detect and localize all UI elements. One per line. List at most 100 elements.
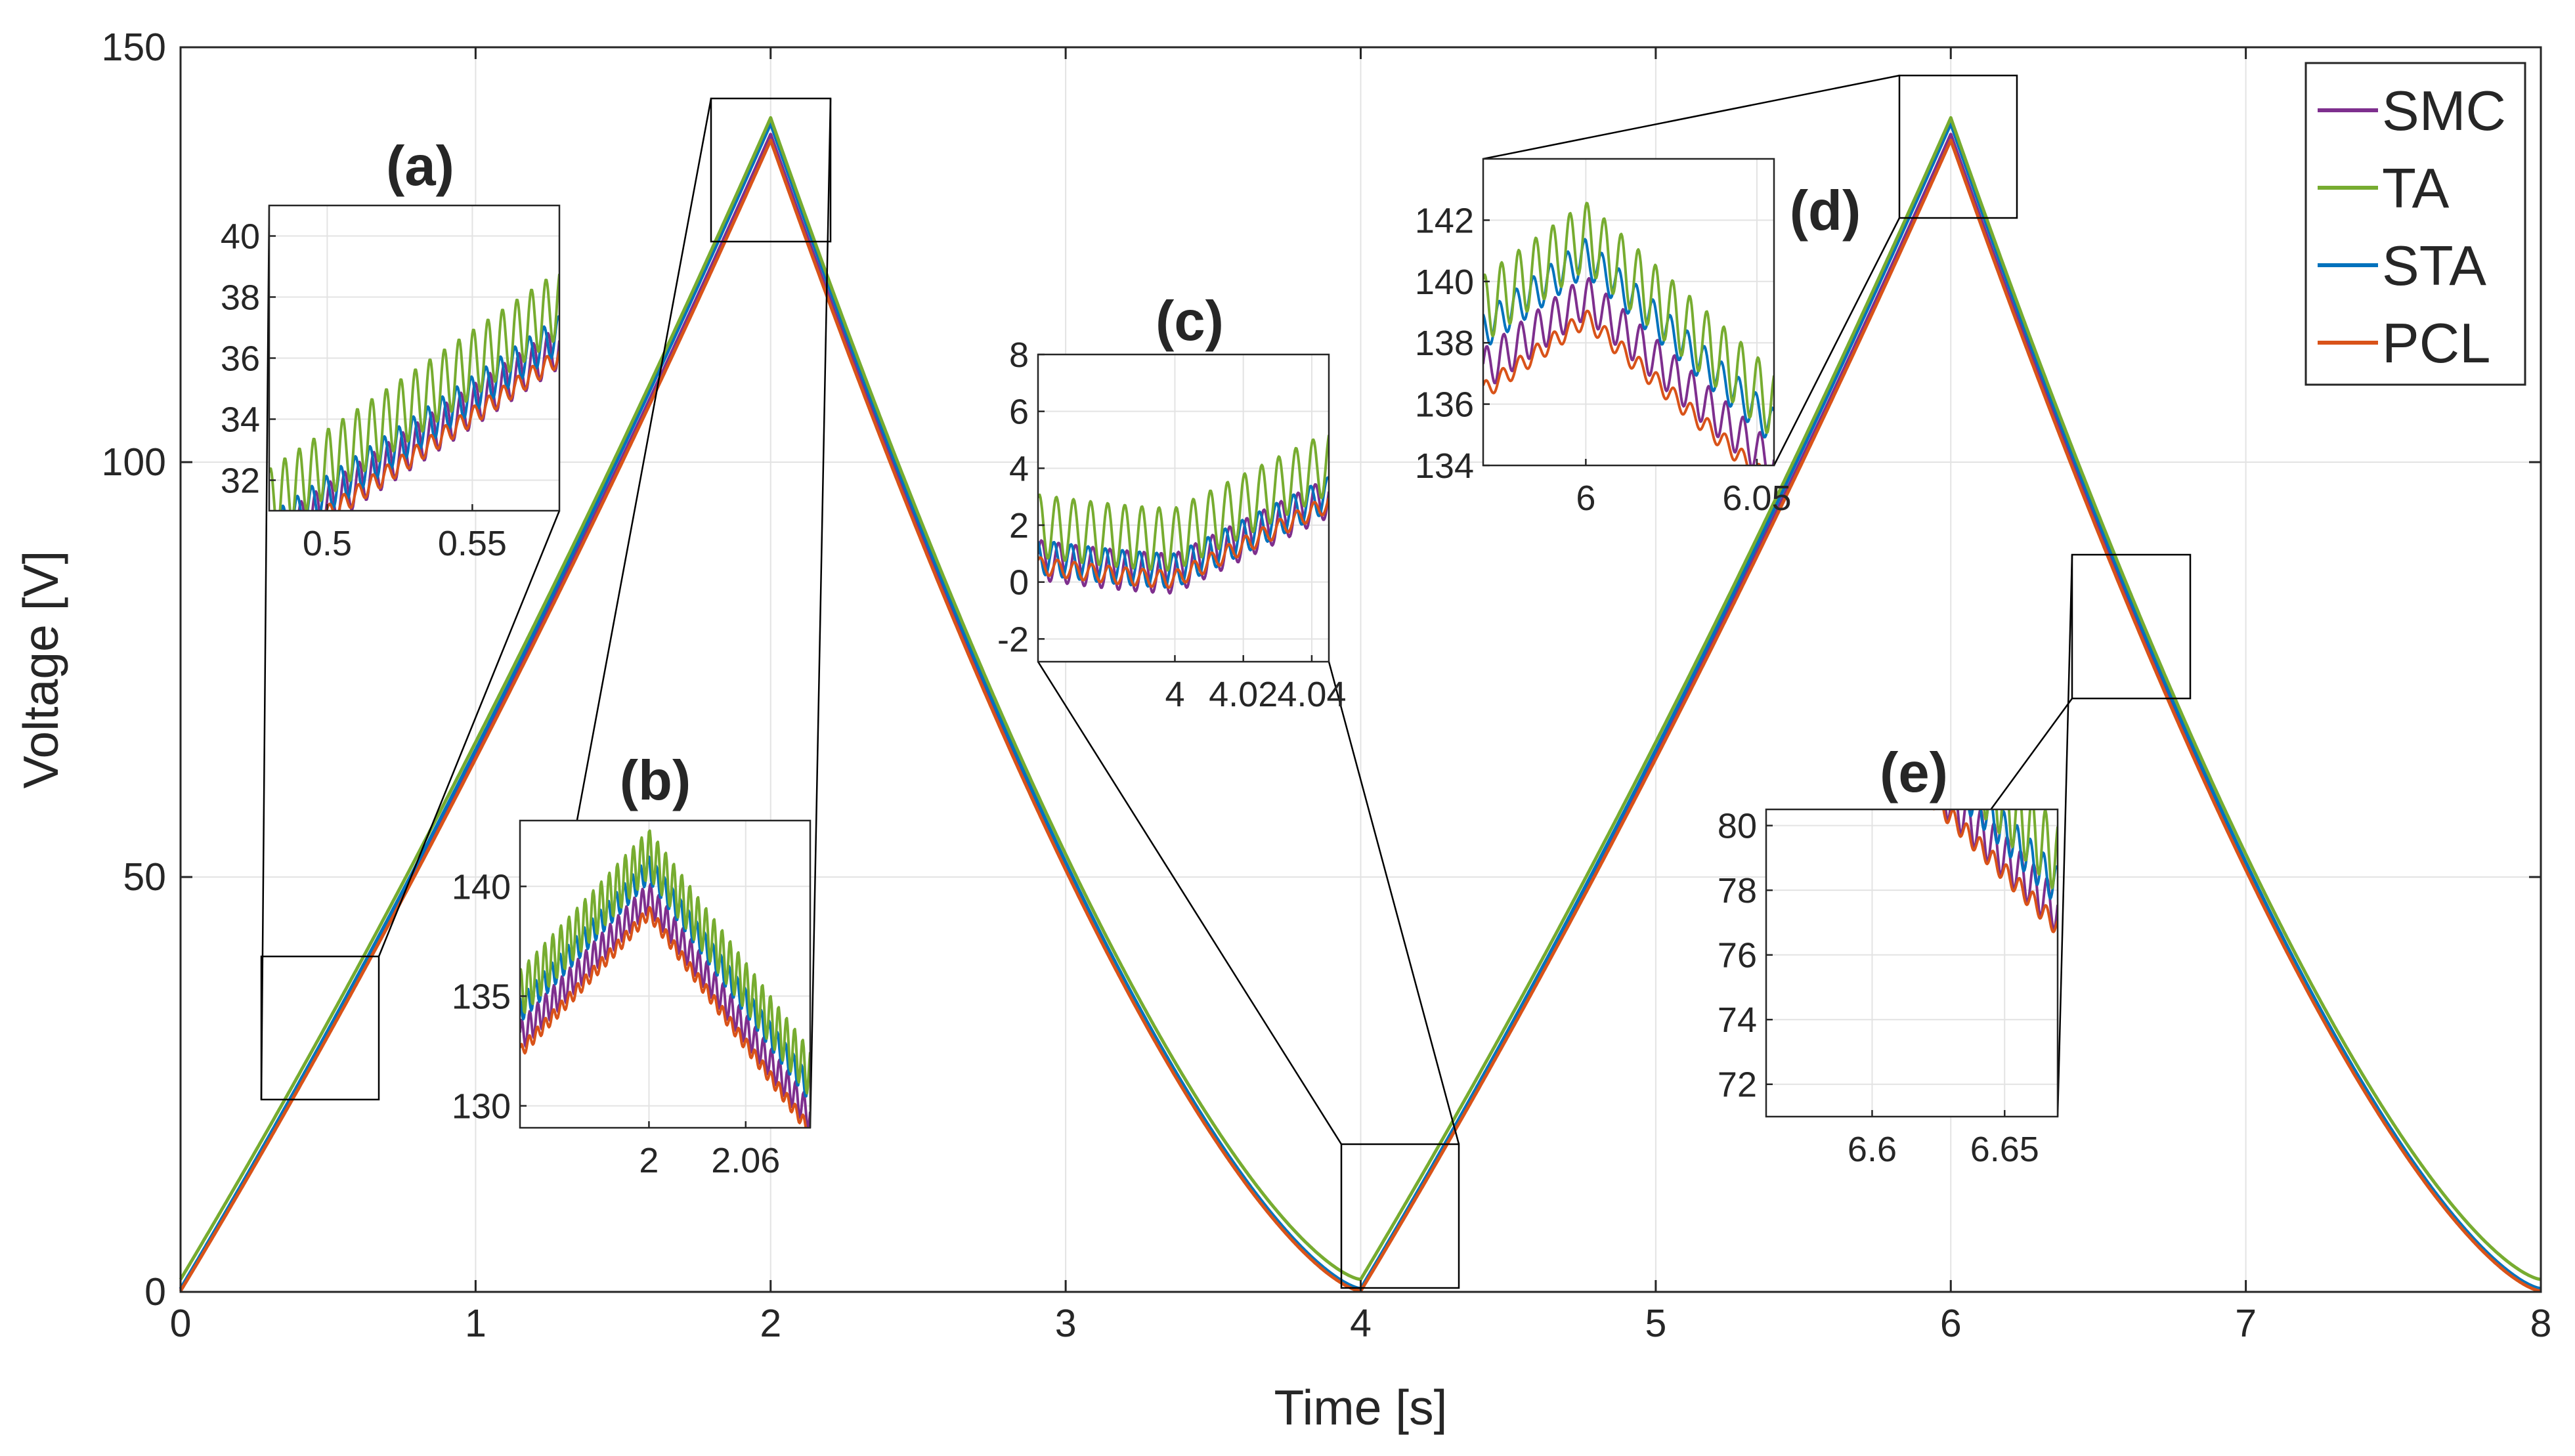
inset-e: 6.6 6.65 72 74 76 78 80 (e) bbox=[1718, 742, 2059, 1169]
inset-series-line-pcl bbox=[520, 906, 810, 1128]
x-tick-label: 3 bbox=[1055, 1302, 1077, 1345]
inset-y-tick-label: 142 bbox=[1415, 201, 1474, 240]
inset-title: (b) bbox=[620, 750, 691, 812]
zoom-connector-line bbox=[1482, 74, 1900, 160]
zoom-connector-line bbox=[260, 205, 270, 1100]
inset-y-tick-label: 72 bbox=[1718, 1065, 1757, 1105]
zoom-connector-line bbox=[378, 510, 561, 957]
inset-y-tick-label: 6 bbox=[1009, 393, 1029, 432]
inset-title: (a) bbox=[386, 135, 454, 198]
y-tick-label: 0 bbox=[144, 1270, 166, 1314]
inset-series-line-smc bbox=[520, 883, 810, 1128]
inset-series-line-ta bbox=[1038, 435, 1329, 572]
inset-series bbox=[269, 274, 559, 511]
zoom-source-box bbox=[1898, 74, 2018, 219]
inset-b: 2 2.06 130 135 140 (b) bbox=[452, 750, 811, 1180]
inset-series-line-pcl bbox=[1038, 497, 1329, 589]
inset-title: (d) bbox=[1790, 180, 1861, 242]
inset-x-tick-label: 4.02 bbox=[1209, 675, 1278, 714]
legend-item-sta: STA bbox=[2318, 235, 2486, 297]
inset-background bbox=[1038, 354, 1329, 662]
inset-y-tick-label: 32 bbox=[221, 461, 260, 501]
inset-series-line-ta bbox=[269, 274, 559, 511]
inset-series-line-ta bbox=[1483, 202, 1774, 435]
y-axis-label: Voltage [V] bbox=[13, 551, 68, 789]
zoom-connector-line bbox=[1328, 661, 1460, 1145]
zoom-insets: 0.5 0.55 32 34 36 38 40 (a) 2 2.06 130 135 140 (b) 4 4.… bbox=[221, 135, 2059, 1180]
legend-label: STA bbox=[2382, 235, 2486, 297]
inset-series-line-ta bbox=[520, 829, 810, 1095]
legend: SMC TA STA PCL bbox=[2305, 62, 2526, 386]
inset-x-tick-label: 4.04 bbox=[1277, 675, 1346, 714]
inset-x-tick-label: 6 bbox=[1576, 479, 1595, 518]
legend-item-smc: SMC bbox=[2318, 80, 2506, 142]
inset-d: 6 6.05 134 136 138 140 142 (d) bbox=[1415, 158, 1861, 518]
inset-y-tick-label: 36 bbox=[221, 339, 260, 379]
inset-x-tick-label: 6.65 bbox=[1970, 1130, 2039, 1169]
series-line-ta bbox=[179, 116, 2542, 1281]
x-tick-label: 8 bbox=[2530, 1302, 2552, 1345]
x-tick-label: 1 bbox=[465, 1302, 487, 1345]
zoom-connector-line bbox=[1037, 661, 1343, 1145]
zoom-source-box bbox=[710, 97, 832, 243]
inset-y-tick-label: 140 bbox=[1415, 263, 1474, 302]
inset-series bbox=[1038, 435, 1329, 595]
zoom-source-box bbox=[1340, 1143, 1460, 1289]
inset-y-tick-label: 130 bbox=[452, 1087, 511, 1126]
y-tick-label: 50 bbox=[123, 855, 166, 899]
zoom-connector-line bbox=[1773, 217, 1901, 466]
inset-a: 0.5 0.55 32 34 36 38 40 (a) bbox=[221, 135, 561, 563]
zoom-source-box bbox=[2071, 553, 2192, 700]
inset-frame bbox=[1482, 158, 1775, 467]
inset-x-tick-label: 6.05 bbox=[1722, 479, 1791, 518]
inset-frame bbox=[1037, 353, 1330, 663]
legend-item-pcl: PCL bbox=[2318, 312, 2490, 375]
inset-series-line-pcl bbox=[1483, 309, 1762, 465]
inset-series-line-sta bbox=[1968, 809, 2058, 900]
legend-label: TA bbox=[2382, 158, 2450, 220]
inset-y-tick-label: 34 bbox=[221, 400, 260, 440]
y-tick-label: 100 bbox=[102, 440, 166, 484]
inset-x-tick-label: 4 bbox=[1165, 675, 1184, 714]
inset-series-line-pcl bbox=[325, 351, 559, 511]
inset-x-tick-label: 2.06 bbox=[711, 1141, 780, 1180]
inset-y-tick-label: 8 bbox=[1009, 335, 1029, 375]
inset-y-tick-label: 76 bbox=[1718, 936, 1757, 975]
inset-frame bbox=[519, 819, 811, 1129]
inset-y-tick-label: 136 bbox=[1415, 385, 1474, 425]
inset-y-tick-label: -2 bbox=[997, 620, 1029, 659]
x-tick-label: 7 bbox=[2235, 1302, 2257, 1345]
inset-y-tick-label: 40 bbox=[221, 217, 260, 257]
x-tick-label: 2 bbox=[760, 1302, 781, 1345]
inset-x-tick-label: 2 bbox=[639, 1141, 659, 1180]
zoom-connector-line bbox=[2056, 554, 2073, 1117]
inset-x-tick-label: 0.55 bbox=[438, 524, 507, 563]
inset-series bbox=[1483, 202, 1774, 465]
inset-title: (c) bbox=[1156, 290, 1224, 353]
inset-y-tick-label: 38 bbox=[221, 278, 260, 318]
inset-series-line-pcl bbox=[1932, 809, 2058, 933]
inset-series-line-smc bbox=[1483, 277, 1774, 465]
zoom-connector-line bbox=[809, 98, 832, 1128]
x-axis-label: Time [s] bbox=[1274, 1380, 1448, 1435]
inset-series-line-sta bbox=[520, 855, 810, 1098]
inset-series bbox=[520, 829, 810, 1128]
inset-y-tick-label: 135 bbox=[452, 977, 511, 1016]
inset-y-tick-label: 2 bbox=[1009, 506, 1029, 546]
inset-y-tick-label: 74 bbox=[1718, 1000, 1757, 1040]
x-tick-label: 5 bbox=[1645, 1302, 1666, 1345]
inset-y-tick-label: 78 bbox=[1718, 871, 1757, 910]
inset-x-tick-label: 0.5 bbox=[303, 524, 352, 563]
legend-label: PCL bbox=[2382, 312, 2490, 375]
inset-y-tick-label: 4 bbox=[1009, 449, 1029, 488]
inset-frame bbox=[1765, 808, 2059, 1118]
inset-x-tick-label: 6.6 bbox=[1848, 1130, 1897, 1169]
legend-box bbox=[2305, 62, 2526, 386]
inset-y-tick-label: 140 bbox=[452, 867, 511, 907]
legend-label: SMC bbox=[2382, 80, 2506, 142]
inset-title: (e) bbox=[1880, 742, 1948, 804]
inset-y-tick-label: 80 bbox=[1718, 807, 1757, 846]
inset-y-tick-label: 134 bbox=[1415, 446, 1474, 486]
